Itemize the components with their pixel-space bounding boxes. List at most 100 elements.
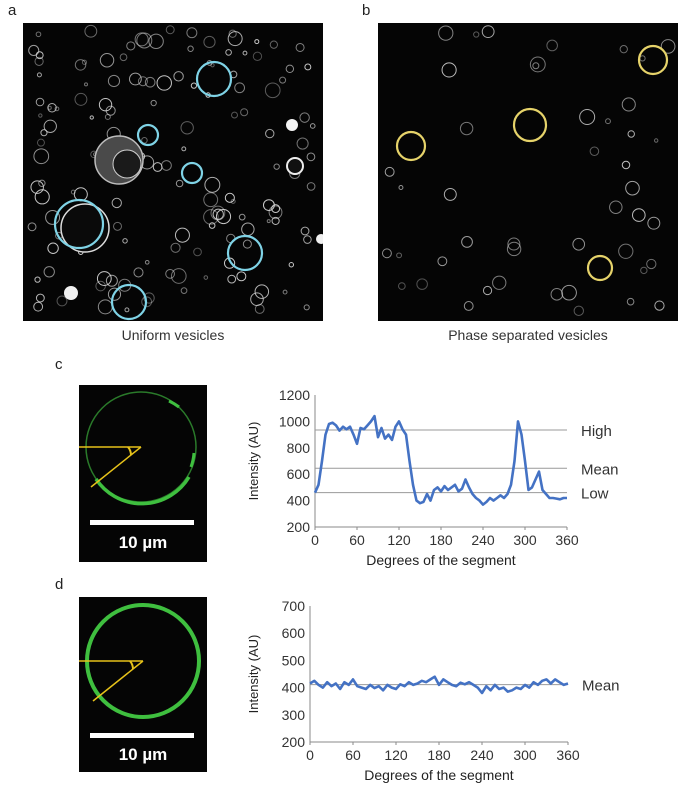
- vesicle: [148, 33, 164, 50]
- vesicle: [36, 138, 45, 147]
- panel-a-letter: a: [8, 2, 17, 19]
- vesicle: [254, 284, 270, 299]
- vesicle: [268, 205, 283, 220]
- intensity-series-line: [313, 414, 567, 506]
- angle-indicator: [79, 660, 144, 702]
- vesicle: [254, 39, 260, 45]
- panel-a-caption: Uniform vesicles: [121, 327, 225, 343]
- vesicle: [81, 59, 88, 65]
- reference-label: High: [581, 423, 612, 440]
- uniform-vesicle-markers: [53, 60, 264, 321]
- vesicle: [204, 176, 221, 193]
- vesicle: [43, 266, 55, 278]
- vesicle: [186, 27, 198, 39]
- vesicle: [141, 137, 148, 144]
- vesicle: [113, 221, 123, 231]
- vesicle: [36, 72, 42, 78]
- y-tick-label: 400: [287, 493, 311, 509]
- x-tick-label: 300: [513, 747, 537, 763]
- vesicle: [461, 236, 473, 248]
- vesicle: [107, 74, 121, 88]
- vesicle: [271, 216, 280, 225]
- vesicle: [463, 301, 474, 311]
- angle-indicator: [79, 446, 142, 488]
- vesicle: [234, 82, 246, 94]
- vesicle: [285, 64, 295, 74]
- vesicle: [190, 82, 198, 89]
- vesicle: [240, 108, 249, 117]
- vesicle: [572, 237, 586, 251]
- vesicle: [532, 62, 540, 70]
- y-tick-label: 300: [282, 707, 306, 723]
- uniform-vesicles-micrograph: [23, 23, 323, 321]
- vesicle: [228, 29, 237, 38]
- panel-b-letter: b: [362, 2, 371, 19]
- vesicle: [252, 51, 263, 62]
- vesicle: [95, 280, 106, 292]
- vesicle: [225, 49, 232, 56]
- vesicle-marker: [110, 283, 148, 321]
- vesicle: [647, 216, 661, 230]
- x-axis-label: Degrees of the segment: [364, 767, 514, 783]
- vesicle: [238, 213, 246, 221]
- vesicle: [507, 237, 521, 251]
- vesicle: [299, 112, 310, 123]
- vesicle: [438, 25, 454, 41]
- vesicle: [265, 128, 275, 139]
- vesicle: [173, 71, 184, 82]
- vesicle: [640, 266, 648, 275]
- vesicle: [170, 242, 181, 253]
- vesicle: [34, 276, 41, 283]
- vesicle: [203, 209, 219, 225]
- vesicle-image-d: 10 µm: [79, 597, 207, 772]
- vesicle: [605, 118, 611, 125]
- vesicle: [129, 72, 142, 86]
- vesicle: [74, 59, 87, 71]
- vesicle: [74, 92, 88, 106]
- phase-vesicle-markers: [395, 44, 669, 282]
- vesicle-image-c: 10 µm: [79, 385, 207, 562]
- vesicle: [296, 137, 309, 150]
- vesicle: [653, 138, 659, 143]
- x-tick-label: 180: [429, 532, 453, 548]
- vesicle-marker: [226, 234, 264, 272]
- vesicle: [126, 41, 136, 51]
- vesicle: [473, 31, 480, 38]
- vesicle: [437, 256, 448, 267]
- scale-label: 10 µm: [118, 533, 168, 552]
- y-tick-label: 200: [287, 519, 311, 535]
- vesicle: [303, 304, 310, 311]
- vesicle: [96, 271, 112, 286]
- vesicle: [35, 293, 45, 303]
- x-axis-label: Degrees of the segment: [366, 552, 516, 568]
- vesicle-marker: [136, 123, 160, 147]
- x-tick-label: 240: [470, 747, 494, 763]
- vesicle: [654, 300, 665, 311]
- x-tick-label: 0: [311, 532, 319, 548]
- reference-label: Mean: [582, 678, 620, 695]
- vesicle: [250, 292, 264, 307]
- vesicle: [262, 199, 275, 212]
- x-tick-label: 360: [555, 532, 579, 548]
- vesicle-marker: [195, 60, 233, 98]
- vesicle: [288, 262, 295, 268]
- vesicle: [481, 25, 495, 39]
- vesicle: [137, 76, 148, 87]
- vesicle: [47, 103, 57, 113]
- vesicle: [38, 179, 46, 187]
- vesicle: [230, 198, 236, 204]
- x-tick-label: 240: [471, 532, 495, 548]
- vesicle: [632, 208, 646, 222]
- vesicle: [506, 241, 522, 257]
- phase-separated-vesicles-micrograph: [378, 23, 678, 321]
- vesicle: [45, 209, 61, 225]
- vesicle-marker: [53, 198, 105, 250]
- vesicle: [165, 268, 175, 279]
- panel-b-caption: Phase separated vesicles: [448, 327, 608, 343]
- vesicle: [309, 123, 316, 129]
- vesicle: [208, 222, 216, 229]
- vesicle: [621, 97, 636, 112]
- intensity-chart-d: 200 300 400 500 600 700 0 60 120 180 240 300 360 Mean…: [246, 600, 620, 783]
- x-tick-label: 300: [513, 532, 537, 548]
- vesicle: [38, 113, 43, 118]
